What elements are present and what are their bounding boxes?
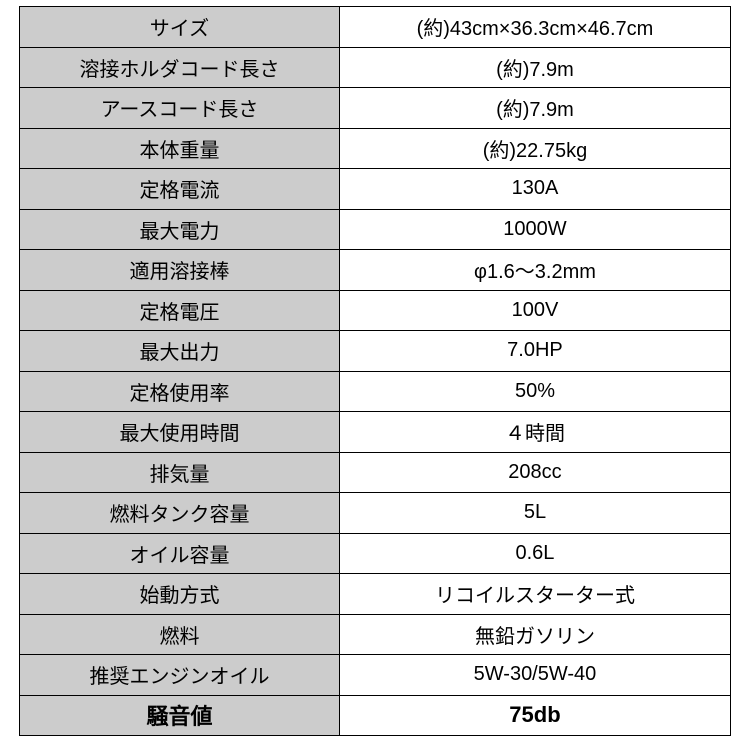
specification-table: サイズ(約)43cm×36.3cm×46.7cm溶接ホルダコード長さ(約)7.9… [19,6,731,736]
spec-value: (約)43cm×36.3cm×46.7cm [339,7,730,48]
table-row: 排気量208cc [20,452,731,493]
spec-value: 1000W [339,209,730,250]
spec-value: 130A [339,169,730,210]
spec-value: (約)7.9m [339,88,730,129]
spec-label: アースコード長さ [20,88,340,129]
spec-value: 5L [339,493,730,534]
spec-label: 最大使用時間 [20,412,340,453]
table-row: 本体重量(約)22.75kg [20,128,731,169]
spec-value: 75db [339,695,730,736]
spec-label: 最大出力 [20,331,340,372]
table-row: アースコード長さ(約)7.9m [20,88,731,129]
spec-value: ４時間 [339,412,730,453]
spec-label: 定格使用率 [20,371,340,412]
spec-label: 溶接ホルダコード長さ [20,47,340,88]
spec-value: (約)22.75kg [339,128,730,169]
table-row: 燃料タンク容量5L [20,493,731,534]
table-row: 燃料無鉛ガソリン [20,614,731,655]
spec-label: 定格電圧 [20,290,340,331]
table-row: 最大使用時間４時間 [20,412,731,453]
table-row: 適用溶接棒φ1.6～3.2mm [20,250,731,291]
spec-label: 騒音値 [20,695,340,736]
spec-value: 100V [339,290,730,331]
spec-label: 排気量 [20,452,340,493]
spec-value: 208cc [339,452,730,493]
table-row: 始動方式リコイルスターター式 [20,574,731,615]
spec-value: (約)7.9m [339,47,730,88]
spec-label: 燃料タンク容量 [20,493,340,534]
spec-table-body: サイズ(約)43cm×36.3cm×46.7cm溶接ホルダコード長さ(約)7.9… [20,7,731,736]
spec-label: 本体重量 [20,128,340,169]
spec-value: 無鉛ガソリン [339,614,730,655]
table-row: オイル容量0.6L [20,533,731,574]
spec-label: 定格電流 [20,169,340,210]
spec-label: 推奨エンジンオイル [20,655,340,696]
spec-label: 適用溶接棒 [20,250,340,291]
table-row: 溶接ホルダコード長さ(約)7.9m [20,47,731,88]
spec-value: リコイルスターター式 [339,574,730,615]
spec-value: 50% [339,371,730,412]
spec-label: オイル容量 [20,533,340,574]
spec-value: 0.6L [339,533,730,574]
spec-label: 燃料 [20,614,340,655]
spec-label: サイズ [20,7,340,48]
spec-label: 始動方式 [20,574,340,615]
table-row: 推奨エンジンオイル5W-30/5W-40 [20,655,731,696]
table-row: 最大出力7.0HP [20,331,731,372]
spec-value: 5W-30/5W-40 [339,655,730,696]
spec-value: 7.0HP [339,331,730,372]
table-row: 定格電圧100V [20,290,731,331]
table-row: サイズ(約)43cm×36.3cm×46.7cm [20,7,731,48]
table-row: 騒音値75db [20,695,731,736]
table-row: 最大電力1000W [20,209,731,250]
table-row: 定格電流130A [20,169,731,210]
table-row: 定格使用率50% [20,371,731,412]
spec-value: φ1.6～3.2mm [339,250,730,291]
spec-label: 最大電力 [20,209,340,250]
